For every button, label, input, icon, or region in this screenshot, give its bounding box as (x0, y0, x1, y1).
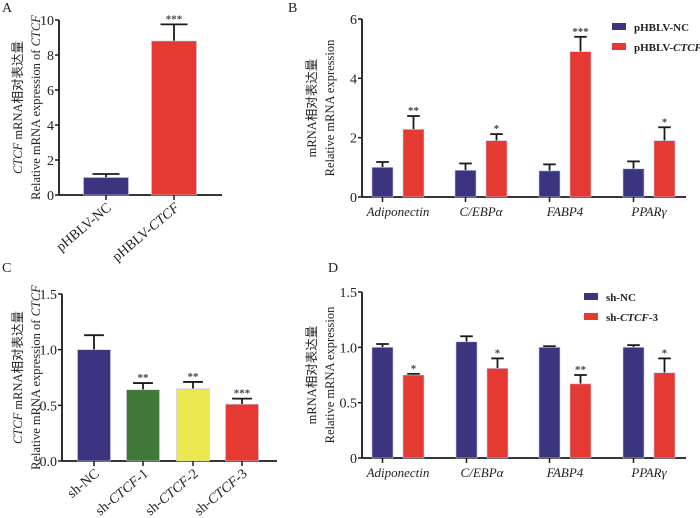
bar (371, 347, 394, 459)
legend-swatch (584, 313, 598, 320)
x-tick-label: C/EBPα (460, 204, 504, 219)
y-tick-label: 4 (47, 119, 54, 134)
significance-label: *** (234, 388, 251, 400)
x-tick-label: Adiponectin (366, 204, 430, 219)
y-tick-label: 1.5 (340, 286, 358, 301)
bar (402, 129, 425, 198)
bar (402, 374, 425, 459)
x-tick-label: sh-CTCF-1 (93, 467, 152, 518)
y-axis-label-en: Relative mRNA expression of CTCF (29, 15, 43, 200)
legend-label: sh-NC (606, 292, 636, 304)
significance-label: ** (188, 371, 200, 383)
y-axis-label-en: Relative mRNA expression (323, 39, 337, 177)
significance-label: ** (138, 372, 150, 384)
y-tick-label: 0.0 (40, 455, 58, 470)
y-tick-label: 0 (47, 189, 54, 204)
y-tick-label: 6 (350, 13, 357, 28)
x-tick-label: sh-CTCF-2 (143, 467, 202, 518)
legend-swatch (584, 293, 598, 300)
bar (225, 403, 259, 462)
x-tick-label: PPARγ (630, 465, 667, 480)
bar (455, 341, 478, 459)
significance-label: * (662, 116, 668, 128)
x-tick-label: pHBLV-CTCF (110, 200, 183, 265)
panel-label: B (288, 1, 297, 16)
bar (622, 168, 645, 198)
y-tick-label: 2 (350, 132, 357, 147)
y-tick-label: 8 (47, 49, 54, 64)
panel-c: C CTCF mRNA相对表达量 Relative mRNA expression … (2, 261, 277, 518)
bar (454, 170, 477, 198)
significance-label: ** (408, 105, 420, 117)
panel-label: A (2, 1, 13, 16)
bar (126, 389, 160, 462)
bar (538, 170, 561, 198)
panel-label: C (2, 261, 11, 276)
y-tick-label: 2 (47, 154, 54, 169)
significance-label: *** (572, 26, 589, 38)
bar (653, 372, 676, 459)
significance-label: * (495, 347, 501, 359)
x-tick-label: C/EBPα (461, 465, 505, 480)
legend-label: sh-CTCF-3 (606, 312, 658, 324)
legend-swatch (612, 23, 626, 30)
bar (77, 349, 111, 462)
bar (622, 347, 645, 459)
y-axis-label-cn: mRNA相对表达量 (305, 59, 319, 158)
y-tick-label: 0.5 (340, 397, 358, 412)
y-tick-label: 4 (350, 72, 357, 87)
significance-label: * (662, 347, 668, 359)
x-tick-label: FABP4 (546, 465, 584, 480)
bar (176, 388, 210, 462)
significance-label: * (494, 123, 500, 135)
significance-label: ** (575, 364, 587, 376)
bar (653, 140, 676, 198)
y-tick-label: 1.5 (40, 288, 58, 303)
legend-label: pHBLV-NC (634, 22, 689, 34)
significance-label: *** (166, 13, 183, 25)
x-tick-label: sh-CTCF-3 (192, 467, 251, 518)
legend-label: pHBLV-CTCF (634, 42, 700, 54)
y-tick-label: 0 (350, 191, 357, 206)
y-tick-label: 0.5 (40, 399, 58, 414)
bar (538, 347, 561, 459)
bar (569, 51, 592, 198)
bar (151, 40, 197, 196)
panel-label: D (328, 261, 338, 276)
y-tick-label: 1.0 (40, 344, 58, 359)
x-tick-label: pHBLV-NC (54, 201, 115, 255)
y-tick-label: 0 (350, 452, 357, 467)
bar (486, 368, 509, 459)
y-axis-label-cn: CTCF mRNA相对表达量 (11, 311, 25, 444)
x-tick-label: Adiponectin (366, 465, 430, 480)
bar (485, 140, 508, 198)
y-axis-label-cn: mRNA相对表达量 (305, 326, 319, 425)
y-tick-label: 6 (47, 84, 54, 99)
bar (371, 167, 394, 198)
bar (83, 177, 129, 196)
y-tick-label: 1.0 (340, 341, 358, 356)
x-tick-label: FABP4 (546, 204, 584, 219)
x-tick-label: sh-NC (65, 467, 103, 502)
x-tick-label: PPARγ (630, 204, 667, 219)
y-axis-label-en: Relative mRNA expression (323, 306, 337, 444)
y-tick-label: 10 (40, 14, 54, 29)
y-axis-label-cn: CTCF mRNA相对表达量 (11, 41, 25, 174)
y-axis-label-en: Relative mRNA expression of CTCF (29, 285, 43, 470)
significance-label: * (411, 363, 417, 375)
bar (569, 383, 592, 459)
legend-swatch (612, 43, 626, 50)
panel-a: A CTCF mRNA相对表达量 Relative mRNA expression … (2, 1, 222, 265)
